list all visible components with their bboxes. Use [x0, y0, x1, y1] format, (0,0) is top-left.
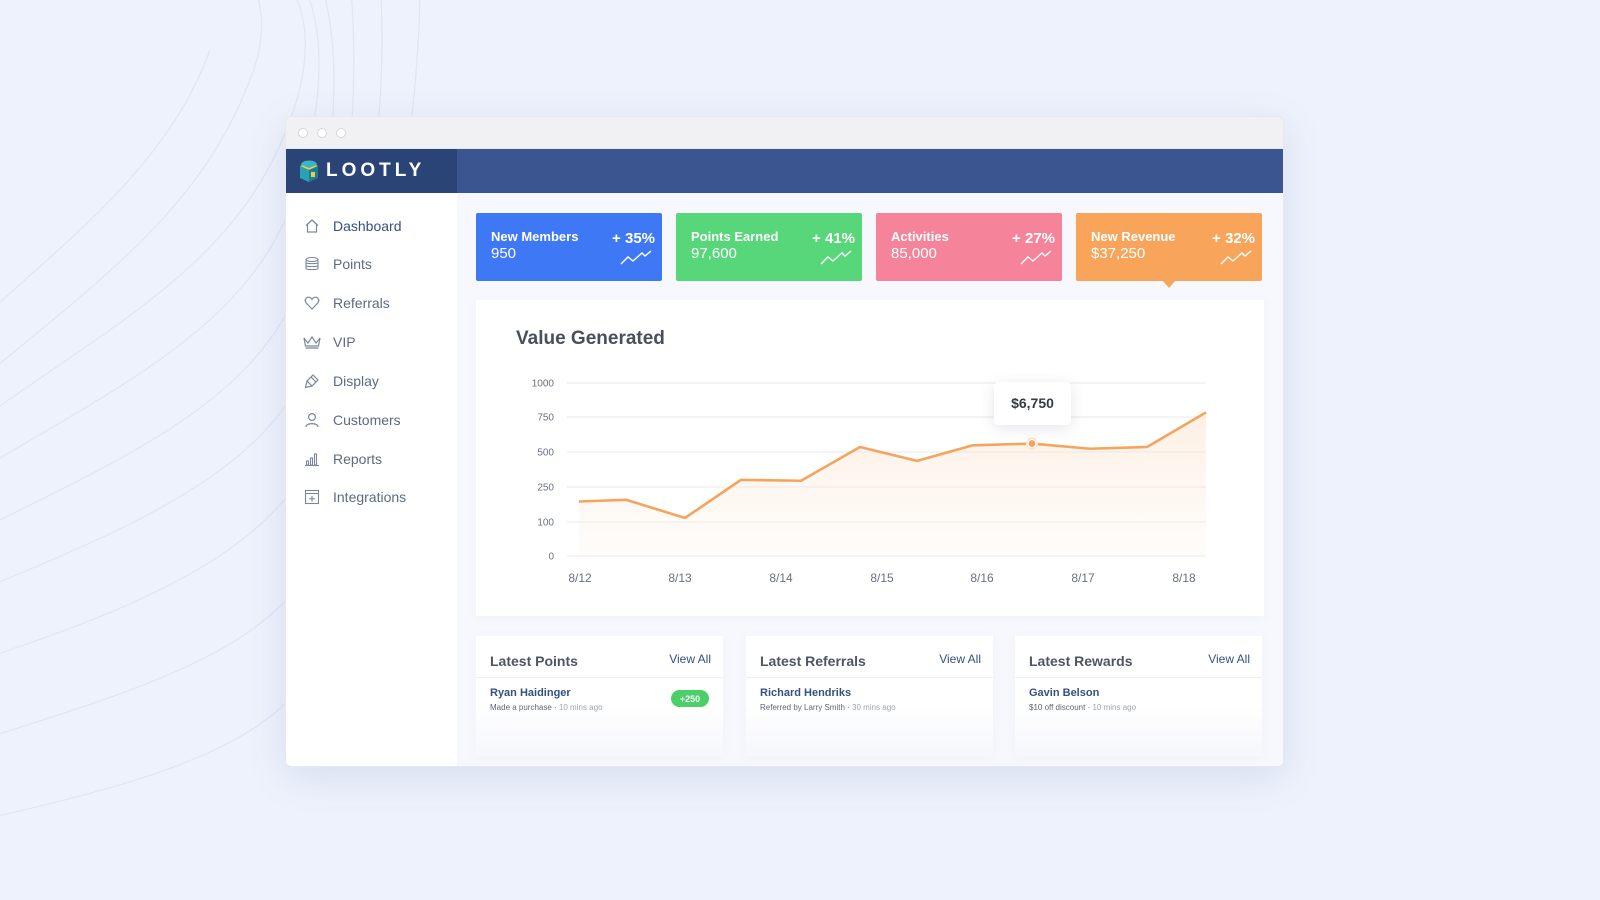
chart-title: Value Generated [516, 328, 665, 349]
user-icon [303, 411, 321, 429]
card-title: Latest Referrals [760, 653, 866, 669]
sidebar-item-label: Integrations [333, 489, 407, 505]
card-title: Latest Rewards [1029, 653, 1133, 669]
brush-icon [303, 372, 321, 390]
stat-card-new-members[interactable]: New Members 950 + 35% [476, 213, 662, 281]
trend-up-icon [620, 250, 652, 265]
selected-indicator [1163, 281, 1175, 288]
latest-referrals-card: Latest Referrals View All Richard Hendri… [746, 636, 993, 756]
bar-chart-icon [303, 450, 321, 468]
stat-label: New Members [491, 229, 579, 244]
sidebar-item-label: VIP [333, 334, 356, 350]
logo[interactable]: LOOTLY [286, 149, 457, 193]
sidebar-item-referrals[interactable]: Referrals [303, 293, 390, 313]
stat-value: $37,250 [1091, 245, 1146, 262]
minimize-window-dot[interactable] [317, 128, 327, 138]
treasure-chest-icon [300, 160, 318, 182]
sidebar-item-label: Customers [333, 412, 401, 428]
area-fill [579, 412, 1206, 556]
sidebar-item-customers[interactable]: Customers [303, 410, 401, 430]
x-tick-label: 8/13 [668, 571, 692, 585]
y-tick-label: 500 [537, 448, 554, 459]
y-tick-label: 1000 [532, 379, 555, 390]
sidebar-item-integrations[interactable]: Integrations [303, 487, 406, 507]
stat-value: 950 [491, 245, 517, 262]
sidebar-item-points[interactable]: Points [303, 254, 372, 274]
y-tick-label: 0 [548, 552, 554, 563]
fade-overlay [1015, 706, 1262, 756]
series-line [578, 411, 1207, 520]
sidebar-item-dashboard[interactable]: Dashboard [303, 216, 402, 236]
sidebar-item-label: Reports [333, 451, 383, 467]
trend-up-icon [1220, 250, 1252, 265]
fade-overlay [746, 706, 993, 756]
plus-box-icon [303, 488, 321, 506]
y-tick-label: 250 [537, 483, 554, 494]
view-all-link[interactable]: View All [939, 652, 981, 666]
main-content: New Members 950 + 35% Points Earned 97,6… [457, 193, 1283, 766]
crown-icon [303, 333, 321, 351]
sidebar-item-display[interactable]: Display [303, 371, 379, 391]
sidebar-item-label: Referrals [333, 295, 390, 311]
x-tick-label: 8/12 [568, 571, 592, 585]
top-navigation-bar: LOOTLY [286, 149, 1283, 193]
stat-value: 97,600 [691, 245, 737, 262]
card-title: Latest Points [490, 653, 578, 669]
y-tick-label: 100 [537, 518, 554, 529]
sidebar-item-vip[interactable]: VIP [303, 332, 356, 352]
brand-name: LOOTLY [326, 160, 426, 181]
value-generated-chart-card: Value Generated 0 100 250 500 750 1000 8/12 8/1… [476, 300, 1264, 616]
window-titlebar [286, 117, 1283, 149]
highlight-point[interactable] [1027, 438, 1037, 449]
sidebar: Dashboard Points Referrals VIP Display [286, 193, 457, 766]
list-item-name[interactable]: Gavin Belson [1029, 687, 1100, 699]
view-all-link[interactable]: View All [669, 652, 711, 666]
view-all-link[interactable]: View All [1208, 652, 1250, 666]
sidebar-item-label: Dashboard [333, 218, 402, 234]
x-tick-label: 8/18 [1172, 571, 1196, 585]
stat-label: Points Earned [691, 229, 779, 244]
list-item-name[interactable]: Richard Hendriks [760, 687, 852, 699]
divider [746, 677, 993, 678]
stat-card-activities[interactable]: Activities 85,000 + 27% [876, 213, 1062, 281]
trend-up-icon [1020, 250, 1052, 265]
x-tick-label: 8/15 [870, 571, 894, 585]
browser-window: LOOTLY Dashboard Points Referrals VIP [285, 116, 1284, 767]
value-generated-chart: 0 100 250 500 750 1000 8/12 8/13 8/14 8/15 8/16 8/1… [532, 379, 1207, 585]
sidebar-item-label: Display [333, 373, 379, 389]
stat-label: New Revenue [1091, 229, 1176, 244]
fade-overlay [476, 706, 723, 756]
sidebar-item-reports[interactable]: Reports [303, 449, 382, 469]
heart-icon [303, 294, 321, 312]
trend-up-icon [820, 250, 852, 265]
stat-change: + 41% [812, 230, 855, 247]
x-tick-label: 8/17 [1071, 571, 1095, 585]
stat-value: 85,000 [891, 245, 937, 262]
x-tick-label: 8/14 [769, 571, 793, 585]
divider [1015, 677, 1262, 678]
home-icon [303, 217, 321, 235]
coins-icon [303, 255, 321, 273]
latest-rewards-card: Latest Rewards View All Gavin Belson $10… [1015, 636, 1262, 756]
points-badge: +250 [671, 690, 709, 707]
sidebar-item-label: Points [333, 256, 372, 272]
close-window-dot[interactable] [298, 128, 308, 138]
stat-change: + 32% [1212, 230, 1255, 247]
stat-change: + 35% [612, 230, 655, 247]
stat-card-points-earned[interactable]: Points Earned 97,600 + 41% [676, 213, 862, 281]
maximize-window-dot[interactable] [336, 128, 346, 138]
y-tick-label: 750 [537, 413, 554, 424]
list-item-name[interactable]: Ryan Haidinger [490, 687, 571, 699]
divider [476, 677, 723, 678]
x-tick-label: 8/16 [970, 571, 994, 585]
chart-tooltip: $6,750 [994, 381, 1071, 425]
stat-card-new-revenue[interactable]: New Revenue $37,250 + 32% [1076, 213, 1262, 288]
latest-points-card: Latest Points View All Ryan Haidinger Ma… [476, 636, 723, 756]
stat-label: Activities [891, 229, 949, 244]
stat-change: + 27% [1012, 230, 1055, 247]
